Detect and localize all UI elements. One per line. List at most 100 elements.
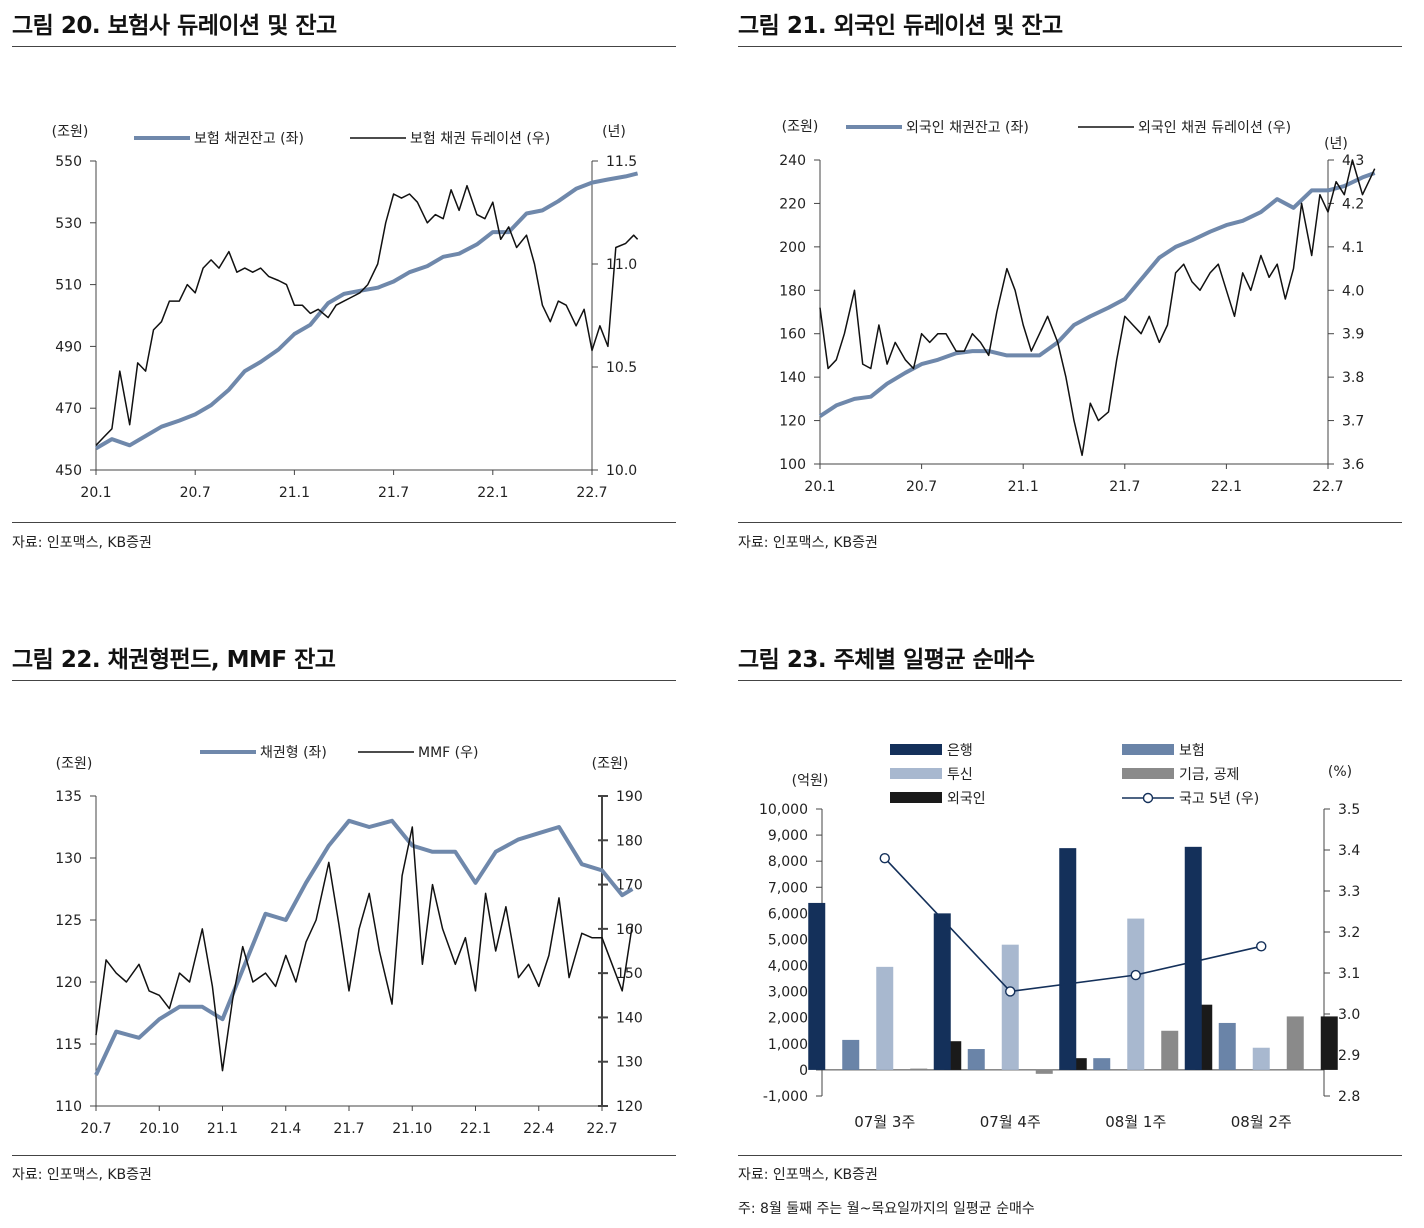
x-tick-label: 21.1 <box>1008 479 1039 495</box>
right-axis-unit: (년) <box>602 124 626 140</box>
legend-swatch <box>890 792 942 803</box>
right-axis-unit: (조원) <box>592 756 629 772</box>
y-right-tick-label: 170 <box>616 878 643 894</box>
panel-figure-20: 그림 20. 보험사 듀레이션 및 잔고 (조원) (년) 450 470 490 510… <box>12 6 676 566</box>
legend-swatch-marker <box>1142 792 1154 804</box>
bar-외국인 <box>1069 1058 1087 1070</box>
y-right-tick-label: 3.3 <box>1338 884 1360 900</box>
series-line-black <box>95 826 634 1072</box>
y-right-tick-label: 3.2 <box>1338 925 1360 941</box>
series-line-black <box>95 184 639 446</box>
y-left-tick-label: 4,000 <box>768 959 808 975</box>
source-note: 자료: 인포맥스, KB증권 <box>738 1167 878 1183</box>
x-tick-label: 20.10 <box>139 1121 179 1137</box>
y-left-tick-label: 6,000 <box>768 906 808 922</box>
x-tick-label: 20.7 <box>80 1121 111 1137</box>
line-point <box>1130 969 1141 981</box>
y-right-tick-label: 160 <box>616 922 643 938</box>
x-category-label: 07월 3주 <box>854 1113 915 1131</box>
y-right-tick-label: 2.9 <box>1338 1048 1360 1064</box>
bar-보험 <box>1093 1058 1111 1070</box>
x-tick-label: 21.7 <box>333 1121 364 1137</box>
left-axis-unit: (억원) <box>792 773 829 789</box>
x-tick-label: 22.1 <box>460 1121 491 1137</box>
y-left-tick-label: 8,000 <box>768 854 808 870</box>
legend-label: MMF (우) <box>418 745 478 761</box>
y-right-tick-label: 10.0 <box>606 463 637 479</box>
y-right-tick-label: 3.7 <box>1342 414 1364 430</box>
y-left-tick-label: 130 <box>55 851 82 867</box>
series-line-blue <box>818 171 1376 418</box>
y-right-tick-label: 120 <box>616 1099 643 1115</box>
y-right-tick-label: 3.5 <box>1338 802 1360 818</box>
bar-투신 <box>1252 1047 1270 1070</box>
y-left-tick-label: 160 <box>779 327 806 343</box>
legend-swatch <box>890 744 942 755</box>
x-tick-label: 22.4 <box>523 1121 554 1137</box>
bar-투신 <box>1127 918 1145 1070</box>
y-right-tick-label: 180 <box>616 833 643 849</box>
y-left-tick-label: 110 <box>55 1099 82 1115</box>
legend-label: 기금, 공제 <box>1179 767 1239 783</box>
y-left-tick-label: -1,000 <box>763 1089 808 1105</box>
legend-label: 채권형 (좌) <box>260 745 327 761</box>
bar-기금, 공제 <box>910 1068 928 1070</box>
y-right-tick-label: 3.8 <box>1342 370 1364 386</box>
panel-title: 그림 22. 채권형펀드, MMF 잔고 <box>12 640 676 681</box>
y-left-tick-label: 120 <box>779 414 806 430</box>
panel-title: 그림 23. 주체별 일평균 순매수 <box>738 640 1402 681</box>
y-right-tick-label: 140 <box>616 1010 643 1026</box>
y-left-tick-label: 510 <box>55 278 82 294</box>
x-tick-label: 22.1 <box>477 485 508 501</box>
y-right-tick-label: 2.8 <box>1338 1089 1360 1105</box>
x-tick-label: 20.7 <box>906 479 937 495</box>
bar-보험 <box>842 1039 860 1070</box>
x-tick-label: 20.1 <box>80 485 111 501</box>
bar-보험 <box>967 1049 985 1070</box>
legend-label: 보험 <box>1179 743 1205 759</box>
x-tick-label: 22.7 <box>1312 479 1343 495</box>
y-left-tick-label: 125 <box>55 913 82 929</box>
y-left-tick-label: 450 <box>55 463 82 479</box>
y-left-tick-label: 5,000 <box>768 932 808 948</box>
chart-foreign-duration-balance: (조원) (년) 100 120 140 160 180 200 220 240 3.6 3.7 3.8… <box>779 119 1376 495</box>
bar-기금, 공제 <box>1035 1069 1053 1074</box>
y-left-tick-label: 220 <box>779 196 806 212</box>
x-category-label: 08월 1주 <box>1105 1113 1166 1131</box>
legend-label: 외국인 채권잔고 (좌) <box>906 120 1029 136</box>
y-left-tick-label: 9,000 <box>768 828 808 844</box>
legend-label: 외국인 <box>947 791 986 807</box>
y-right-tick-label: 4.2 <box>1342 196 1364 212</box>
y-left-tick-label: 1,000 <box>768 1037 808 1053</box>
panel-title: 그림 21. 외국인 듀레이션 및 잔고 <box>738 6 1402 47</box>
bar-은행 <box>933 913 951 1070</box>
y-left-tick-label: 200 <box>779 240 806 256</box>
bar-보험 <box>1218 1022 1236 1070</box>
legend-swatch <box>1122 744 1174 755</box>
x-tick-label: 21.1 <box>279 485 310 501</box>
chart-daily-net-purchase-by-investor: (억원) (%) -1,000 0 1,000 2,000 3,000 4,000 5,000 6… <box>759 743 1360 1131</box>
x-tick-label: 21.4 <box>270 1121 301 1137</box>
y-right-tick-label: 4.0 <box>1342 283 1364 299</box>
y-right-tick-label: 11.0 <box>606 257 637 273</box>
series-line-blue <box>94 171 639 451</box>
right-axis-unit: (년) <box>1324 136 1348 152</box>
bar-기금, 공제 <box>1161 1030 1179 1070</box>
x-tick-label: 21.10 <box>392 1121 432 1137</box>
y-right-tick-label: 11.5 <box>606 154 637 170</box>
y-left-tick-label: 530 <box>55 216 82 232</box>
line-point <box>1256 941 1267 952</box>
y-left-tick-label: 3,000 <box>768 985 808 1001</box>
y-right-tick-label: 3.1 <box>1338 966 1360 982</box>
left-axis-unit: (조원) <box>52 124 89 140</box>
bar-외국인 <box>1320 1016 1338 1070</box>
y-left-tick-label: 100 <box>779 457 806 473</box>
y-right-tick-label: 130 <box>616 1055 643 1071</box>
y-left-tick-label: 120 <box>55 975 82 991</box>
bar-은행 <box>808 902 826 1070</box>
panel-divider <box>12 522 676 523</box>
bar-투신 <box>1001 944 1019 1070</box>
series-line-blue <box>94 818 634 1076</box>
y-left-tick-label: 180 <box>779 283 806 299</box>
panel-figure-22: 그림 22. 채권형펀드, MMF 잔고 (조원) (조원) 110 115 120 12… <box>12 640 676 1200</box>
